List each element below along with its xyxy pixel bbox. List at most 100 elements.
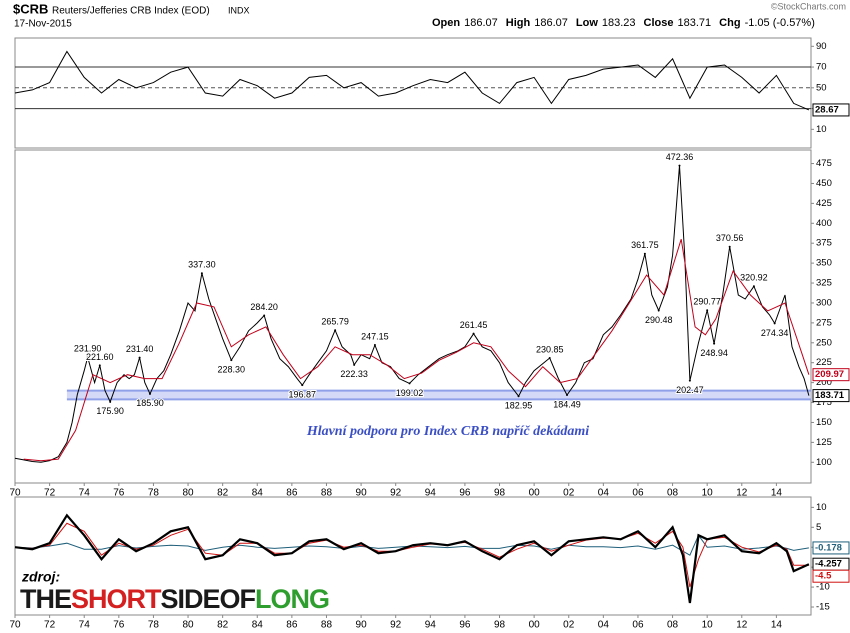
annotation-label: 261.45 [460,320,488,330]
x-tick-label: 10 [702,488,714,499]
y-tick-label: -15 [816,602,830,613]
annotation-label: 337.30 [188,260,216,270]
x-tick-label: 70 [9,620,21,631]
annotation-label: 182.95 [505,401,533,411]
last-value-box [812,541,850,555]
annotation-point [706,309,709,312]
annotation-point [230,359,233,362]
x-tick-label: 96 [459,620,471,631]
annotation-label: 184.49 [553,399,581,409]
y-tick-label: 50 [816,82,827,93]
x-tick-label: 98 [494,488,506,499]
annotation-point [98,364,101,367]
x-tick-label: 80 [182,488,194,499]
y-tick-label: 400 [816,218,832,229]
note: Hlavní podpora pro Index CRB napříč deká… [306,424,589,439]
y-tick-label: 375 [816,238,832,249]
annotation-label: 284.20 [250,302,278,312]
annotation-point [263,314,266,317]
annotation-point [657,309,660,312]
annotation-point [109,400,112,403]
annotation-point [728,245,731,248]
last-value-box [812,569,850,583]
x-tick-label: 82 [217,488,229,499]
x-tick-label: 92 [390,488,402,499]
quote: Open 186.07 High 186.07 Low 183.23 Close 183.71… [432,17,815,29]
last-value-label: 28.67 [815,104,839,115]
annotation-point [773,322,776,325]
y-tick-label: 450 [816,178,832,189]
annotation-label: 274.34 [761,328,789,338]
annotation-label: 472.36 [666,152,694,162]
last-value-box [812,103,850,117]
x-tick-label: 02 [563,620,575,631]
quote-label: High [506,17,531,29]
x-tick-label: 12 [736,488,748,499]
y-tick-label: 100 [816,457,832,468]
x-tick-label: 00 [529,488,541,499]
last-value-label: -4.257 [815,559,842,570]
annotation-label: 175.90 [96,406,124,416]
x-tick-label: 92 [390,620,402,631]
x-tick-label: 78 [148,620,160,631]
annotation-label: 221.60 [86,352,114,362]
last-value-label: -4.5 [815,571,832,582]
last-value-label: -0.178 [815,542,842,553]
x-tick-label: 74 [79,488,91,499]
quote-value: 186.07 [464,17,498,29]
annotation-point [301,384,304,387]
x-tick-label: 90 [356,620,368,631]
price-frame [14,149,812,484]
x-tick-label: 98 [494,620,506,631]
x-tick-label: 84 [252,488,264,499]
annotation-point [566,393,569,396]
y-tick-label: 10 [816,502,827,513]
y-tick-label: 425 [816,198,832,209]
annotation-point [713,342,716,345]
y-tick-label: 5 [816,522,821,533]
x-tick-label: 12 [736,620,748,631]
logo-part: THE [20,584,71,614]
x-tick-label: 14 [771,620,783,631]
series-line [14,165,810,463]
logo: THESHORTSIDEOFLONG [20,584,329,614]
series-line [23,239,810,462]
annotation-point [138,356,141,359]
x-tick-label: 84 [252,620,264,631]
date: 17-Nov-2015 [14,19,72,30]
x-tick-label: 72 [44,620,56,631]
annotation-point [200,272,203,275]
quote-value: 186.07 [534,17,568,29]
y-tick-label: 250 [816,337,832,348]
annotation-label: 248.94 [700,348,728,358]
annotation-point [548,357,551,360]
y-tick-label: 225 [816,357,832,368]
x-tick-label: 08 [667,488,679,499]
logo-part: LONG [255,584,329,614]
x-tick-label: 82 [217,620,229,631]
last-value-box [812,368,850,382]
y-tick-label: 125 [816,437,832,448]
annotation-point [148,392,151,395]
quote-value: 183.71 [678,17,712,29]
x-tick-label: 04 [598,488,610,499]
annotation-point [408,382,411,385]
annotation-point [688,379,691,382]
annotation-point [334,329,337,332]
y-tick-label: 300 [816,297,832,308]
logo-part: SHORT [71,584,162,614]
annotation-label: 290.77 [693,297,721,307]
index-name: Reuters/Jefferies CRB Index (EOD) [52,6,210,17]
credit: zdroj: [21,569,60,585]
annotation-label: 185.90 [136,398,164,408]
x-tick-label: 94 [425,488,437,499]
x-tick-label: 10 [702,620,714,631]
annotation-label: 231.90 [74,344,102,354]
x-tick-label: 70 [9,488,21,499]
quote-label: Close [644,17,674,29]
x-tick-label: 14 [771,488,783,499]
x-tick-label: 94 [425,620,437,631]
y-tick-label: 325 [816,278,832,289]
logo-part: SIDEOF [161,584,256,614]
annotation-label: 196.87 [288,389,316,399]
